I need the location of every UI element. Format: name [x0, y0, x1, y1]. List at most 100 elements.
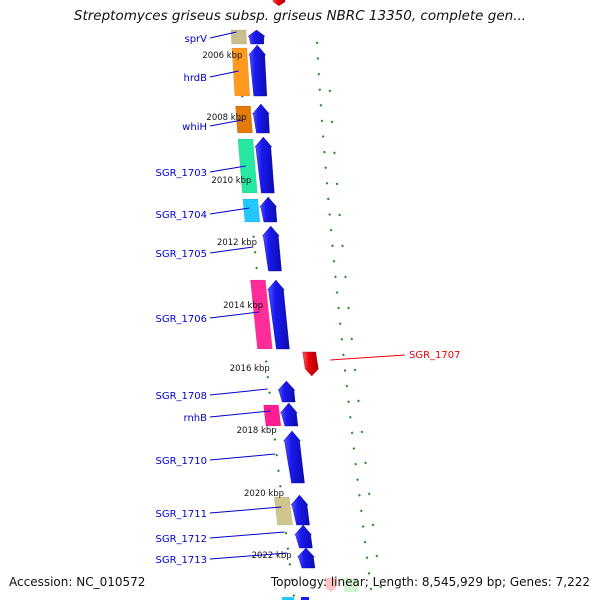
feature-box-sgr-1704[interactable]: [242, 198, 261, 223]
right-tick: [326, 197, 330, 201]
left-tick: [292, 594, 296, 597]
right-tick: [367, 571, 371, 575]
gene-arrow-hrdb[interactable]: [248, 44, 268, 97]
right-tick: [342, 353, 345, 357]
right-tick: [322, 150, 326, 154]
left-tick: [253, 250, 257, 254]
gene-label-sgr-1705[interactable]: SGR_1705: [156, 249, 208, 260]
gene-label-sgr-1707[interactable]: SGR_1707: [409, 350, 461, 361]
right-outer-tick: [350, 337, 354, 341]
leader-line-rnhb: [209, 410, 271, 418]
gene-label-sgr-1703[interactable]: SGR_1703: [156, 168, 208, 179]
right-tick: [318, 88, 322, 92]
right-outer-tick: [353, 368, 357, 372]
gene-label-sgr-1710[interactable]: SGR_1710: [156, 456, 208, 467]
right-tick: [337, 306, 340, 310]
right-outer-tick: [379, 585, 383, 589]
right-outer-tick: [347, 306, 350, 310]
axis-label: 2022 kbp: [252, 551, 292, 561]
gene-arrow-sgr-1712[interactable]: [294, 524, 313, 549]
gene-arrow-sgr-1708[interactable]: [277, 380, 296, 403]
left-tick: [273, 438, 277, 441]
right-tick: [332, 259, 336, 263]
right-outer-tick: [333, 151, 336, 155]
axis-label: 2018 kbp: [237, 426, 277, 436]
right-outer-tick: [338, 213, 342, 217]
axis-label: 2014 kbp: [223, 301, 263, 311]
left-tick: [275, 453, 279, 457]
gene-arrow-sgr-1710[interactable]: [283, 430, 305, 484]
gene-arrow-sgr-1713[interactable]: [296, 547, 316, 569]
axis-label: 2006 kbp: [202, 51, 242, 61]
gene-label-sprv[interactable]: sprV: [184, 34, 207, 45]
right-tick: [343, 369, 347, 372]
right-outer-tick: [367, 492, 371, 496]
leader-line-sgr-1710: [209, 453, 276, 461]
map-title: Streptomyces griseus subsp. griseus NBRC…: [73, 8, 527, 24]
gene-labels: sprV hrdB whiH SGR_1703 SGR_1704 SGR_1705 SGR_…: [156, 31, 461, 566]
gene-label-sgr-1712[interactable]: SGR_1712: [156, 534, 208, 545]
feature-box-sprv[interactable]: [230, 29, 247, 45]
gene-arrow-sgr-1704[interactable]: [259, 196, 278, 223]
right-tick: [340, 337, 344, 341]
right-tick: [335, 291, 339, 294]
left-tick: [290, 578, 294, 582]
feature-box-sgr-1706[interactable]: [250, 279, 273, 350]
feature-box-hrdb[interactable]: [231, 47, 251, 97]
gene-arrow-offscreen-top[interactable]: [272, 0, 286, 6]
gene-label-sgr-1713[interactable]: SGR_1713: [156, 555, 208, 566]
right-tick: [369, 587, 373, 591]
right-outer-tick: [371, 523, 375, 527]
right-tick: [319, 103, 323, 107]
feature-box-faded: [344, 578, 358, 592]
left-tick: [277, 469, 280, 473]
right-tick: [354, 462, 358, 466]
feature-box-whih[interactable]: [235, 105, 253, 134]
axis-label: 2010 kbp: [211, 176, 251, 186]
right-outer-tick: [344, 275, 347, 279]
left-tick: [252, 235, 256, 239]
right-tick: [345, 384, 349, 388]
edge-features: [272, 0, 358, 600]
gene-arrow-sgr-1705[interactable]: [261, 225, 282, 272]
right-tick: [331, 244, 334, 248]
gene-arrow-faded: [325, 578, 337, 592]
gene-label-sgr-1708[interactable]: SGR_1708: [156, 391, 208, 402]
gene-arrow-sprv[interactable]: [247, 29, 266, 45]
gene-label-sgr-1706[interactable]: SGR_1706: [156, 314, 208, 325]
accession-text: Accession: NC_010572: [9, 575, 146, 589]
feature-box-rnhb[interactable]: [263, 404, 282, 427]
gene-arrow-sgr-1711[interactable]: [290, 494, 310, 526]
feature-box-sgr-1711[interactable]: [273, 496, 293, 526]
leader-line-sgr-1706: [209, 311, 260, 319]
gene-label-rnhb[interactable]: rnhB: [184, 413, 208, 424]
right-outer-tick: [335, 182, 339, 186]
gene-arrow-sgr-1707[interactable]: [302, 351, 319, 377]
right-tick: [329, 228, 333, 232]
gene-track: [247, 29, 319, 569]
gene-arrow-sgr-1703[interactable]: [254, 136, 275, 194]
gene-arrow-whih[interactable]: [251, 103, 270, 134]
gene-label-sgr-1704[interactable]: SGR_1704: [156, 210, 208, 221]
gene-label-whih[interactable]: whiH: [182, 122, 207, 133]
right-tick: [365, 556, 369, 560]
axis-labels: 2006 kbp 2008 kbp 2010 kbp 2012 kbp 2014 kbp…: [202, 51, 291, 561]
left-tick: [266, 375, 270, 379]
feature-box-sgr-1703[interactable]: [237, 138, 258, 194]
right-tick: [338, 322, 342, 326]
left-tick: [264, 360, 268, 363]
gene-label-sgr-1711[interactable]: SGR_1711: [156, 509, 208, 520]
gene-label-hrdb[interactable]: hrdB: [184, 73, 208, 84]
right-tick: [348, 415, 352, 419]
right-tick: [361, 525, 365, 528]
gene-arrow-sgr-1706[interactable]: [266, 279, 290, 350]
leader-line-sgr-1713: [209, 552, 288, 560]
right-tick: [359, 509, 363, 513]
right-tick: [352, 447, 356, 450]
gene-arrow-rnhb[interactable]: [279, 402, 299, 427]
right-tick: [321, 135, 325, 138]
axis-label: 2020 kbp: [244, 489, 284, 499]
leader-line-sgr-1712: [209, 531, 285, 539]
feature-box-offscreen-bottom: [282, 597, 294, 600]
right-tick: [328, 213, 332, 216]
